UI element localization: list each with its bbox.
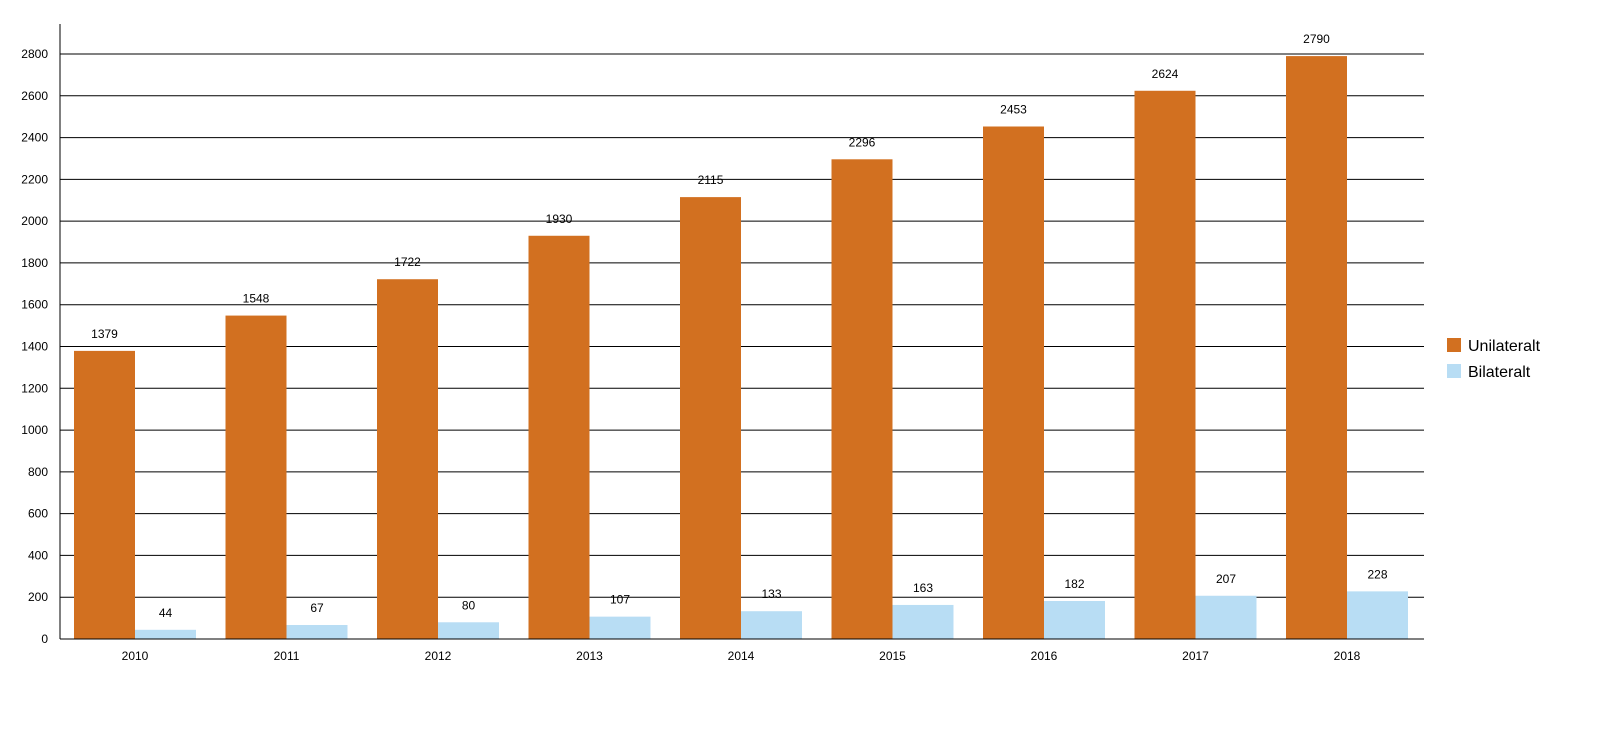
x-tick-label: 2018	[1334, 649, 1361, 663]
data-label-bilateralt-2010: 44	[159, 606, 173, 620]
y-tick-label: 400	[28, 548, 48, 562]
bar-bilateralt-2013	[589, 616, 651, 639]
data-label-unilateralt-2017: 2624	[1152, 67, 1179, 81]
bar-unilateralt-2015	[831, 159, 893, 640]
x-tick-label: 2013	[576, 649, 603, 663]
bar-bilateralt-2012	[438, 622, 499, 639]
y-tick-label: 200	[28, 590, 48, 604]
y-tick-label: 2200	[21, 172, 48, 186]
y-tick-label: 0	[41, 632, 48, 646]
grid-layer	[60, 53, 1424, 598]
label-layer: 1379 44 1548 67 1722 80 1930 107 2115 133 2296 163 2…	[91, 32, 1388, 620]
x-tick-label: 2015	[879, 649, 906, 663]
y-tick-label: 1600	[21, 298, 48, 312]
y-tick-label: 2400	[21, 131, 48, 145]
bar-unilateralt-2014	[680, 197, 741, 639]
data-label-unilateralt-2015: 2296	[849, 135, 876, 149]
data-label-unilateralt-2010: 1379	[91, 327, 118, 341]
data-label-unilateralt-2012: 1722	[394, 255, 421, 269]
bar-bilateralt-2016	[1044, 600, 1105, 639]
bar-bilateralt-2010	[135, 629, 196, 639]
legend-label-bilateralt: Bilateralt	[1468, 364, 1531, 381]
bar-bilateralt-2015	[892, 604, 954, 639]
y-tick-label: 800	[28, 465, 48, 479]
y-tick-label: 1200	[21, 381, 48, 395]
data-label-bilateralt-2017: 207	[1216, 572, 1236, 586]
bar-unilateralt-2016	[983, 126, 1044, 639]
y-tick-label: 1000	[21, 423, 48, 437]
y-tick-label: 600	[28, 507, 48, 521]
bar-unilateralt-2010	[74, 350, 135, 639]
y-tick-label: 1400	[21, 340, 48, 354]
legend-swatch-unilateralt	[1447, 338, 1461, 352]
data-label-unilateralt-2018: 2790	[1303, 32, 1330, 46]
data-label-unilateralt-2014: 2115	[698, 173, 724, 187]
data-label-bilateralt-2016: 182	[1064, 577, 1084, 591]
data-label-bilateralt-2012: 80	[462, 598, 476, 612]
y-tick-label: 1800	[21, 256, 48, 270]
legend-label-unilateralt: Unilateralt	[1468, 338, 1541, 355]
bar-unilateralt-2011	[225, 315, 287, 639]
data-label-unilateralt-2013: 1930	[546, 212, 573, 226]
y-tick-label: 2000	[21, 214, 48, 228]
bar-bilateralt-2014	[741, 611, 802, 639]
x-tick-label: 2011	[274, 649, 300, 663]
bar-layer	[74, 56, 1408, 640]
x-tick-label: 2012	[425, 649, 452, 663]
x-tick-label: 2016	[1031, 649, 1058, 663]
data-label-bilateralt-2011: 67	[310, 601, 324, 615]
data-label-bilateralt-2014: 133	[761, 587, 781, 601]
bar-unilateralt-2018	[1286, 56, 1347, 639]
data-label-unilateralt-2016: 2453	[1000, 102, 1027, 116]
data-label-bilateralt-2013: 107	[610, 593, 630, 607]
y-tick-label: 2800	[21, 47, 48, 61]
x-tick-label: 2017	[1182, 649, 1209, 663]
data-label-bilateralt-2015: 163	[913, 581, 933, 595]
y-tick-label: 2600	[21, 89, 48, 103]
x-tick-label: 2014	[728, 649, 755, 663]
data-label-unilateralt-2011: 1548	[243, 292, 270, 306]
legend: Unilateralt Bilateralt	[1447, 338, 1541, 381]
bar-unilateralt-2012	[377, 279, 438, 639]
bar-bilateralt-2018	[1347, 591, 1408, 639]
x-tick-label: 2010	[122, 649, 149, 663]
bar-bilateralt-2011	[286, 625, 348, 639]
bar-unilateralt-2013	[528, 235, 590, 639]
bar-bilateralt-2017	[1195, 595, 1257, 639]
data-label-bilateralt-2018: 228	[1367, 567, 1387, 581]
axis-layer: 0 200 400 600 800 1000 1200 1400 1600 1800 2000 220…	[21, 24, 1424, 663]
legend-swatch-bilateralt	[1447, 364, 1461, 378]
bar-unilateralt-2017	[1134, 90, 1196, 640]
